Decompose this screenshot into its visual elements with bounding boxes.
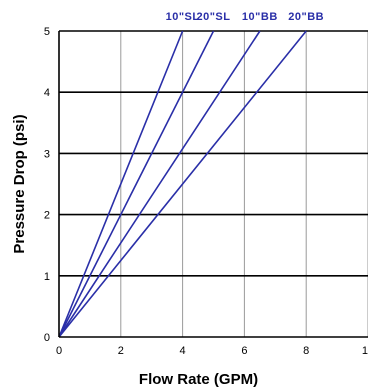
y-tick-label-4: 4 (44, 87, 50, 99)
y-tick-label-1: 1 (44, 271, 50, 283)
x-axis-title: Flow Rate (GPM) (139, 371, 258, 388)
y-tick-label-5: 5 (44, 26, 50, 38)
tick-labels: 0 2 4 6 8 10 0 1 2 3 4 5 (44, 26, 368, 357)
y-tick-label-3: 3 (44, 148, 50, 160)
grid (59, 30, 368, 337)
x-tick-label-4: 4 (180, 345, 186, 357)
series-label-2: 20"SL (196, 11, 230, 23)
axes (58, 31, 368, 338)
x-tick-label-8: 8 (303, 345, 309, 357)
series-lines (58, 30, 307, 338)
x-tick-label-0: 0 (56, 345, 62, 357)
series-line-1 (58, 30, 184, 338)
y-tick-label-2: 2 (44, 210, 50, 222)
x-tick-label-2: 2 (118, 345, 124, 357)
series-line-2 (58, 30, 215, 338)
series-label-1: 10"SL (166, 11, 200, 23)
series-line-3 (58, 30, 261, 338)
x-tick-label-10: 10 (362, 345, 368, 357)
y-tick-label-0: 0 (44, 332, 50, 344)
x-tick-label-6: 6 (241, 345, 247, 357)
series-line-4 (58, 30, 307, 338)
y-axis-title: Pressure Drop (psi) (11, 114, 28, 253)
series-label-3: 10"BB (242, 11, 278, 23)
series-label-4: 20"BB (288, 11, 324, 23)
